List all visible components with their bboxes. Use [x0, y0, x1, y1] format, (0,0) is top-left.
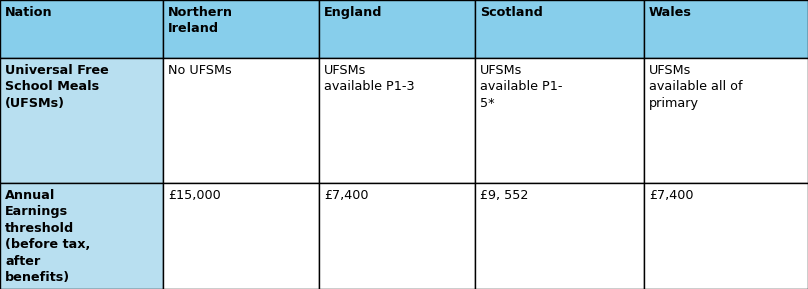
Text: UFSMs
available P1-3: UFSMs available P1-3	[324, 64, 415, 94]
Text: Northern
Ireland: Northern Ireland	[168, 6, 233, 36]
Bar	[0, 0, 163, 58]
Text: Wales: Wales	[649, 6, 692, 19]
Bar	[319, 0, 475, 58]
Bar	[319, 58, 475, 183]
Text: £15,000: £15,000	[168, 189, 221, 202]
Bar	[475, 58, 644, 183]
Text: UFSMs
available P1-
5*: UFSMs available P1- 5*	[480, 64, 562, 110]
Text: Scotland: Scotland	[480, 6, 543, 19]
Text: No UFSMs: No UFSMs	[168, 64, 232, 77]
Bar	[0, 183, 163, 289]
Bar	[163, 183, 319, 289]
Bar	[644, 58, 808, 183]
Text: Nation: Nation	[5, 6, 53, 19]
Text: £9, 552: £9, 552	[480, 189, 528, 202]
Text: £7,400: £7,400	[649, 189, 693, 202]
Bar	[163, 0, 319, 58]
Bar	[0, 58, 163, 183]
Bar	[644, 0, 808, 58]
Bar	[163, 58, 319, 183]
Text: £7,400: £7,400	[324, 189, 368, 202]
Text: England: England	[324, 6, 382, 19]
Bar	[475, 0, 644, 58]
Bar	[644, 183, 808, 289]
Text: Annual
Earnings
threshold
(before tax,
after
benefits): Annual Earnings threshold (before tax, a…	[5, 189, 90, 284]
Bar	[319, 183, 475, 289]
Text: Universal Free
School Meals
(UFSMs): Universal Free School Meals (UFSMs)	[5, 64, 109, 110]
Bar	[475, 183, 644, 289]
Text: UFSMs
available all of
primary: UFSMs available all of primary	[649, 64, 743, 110]
